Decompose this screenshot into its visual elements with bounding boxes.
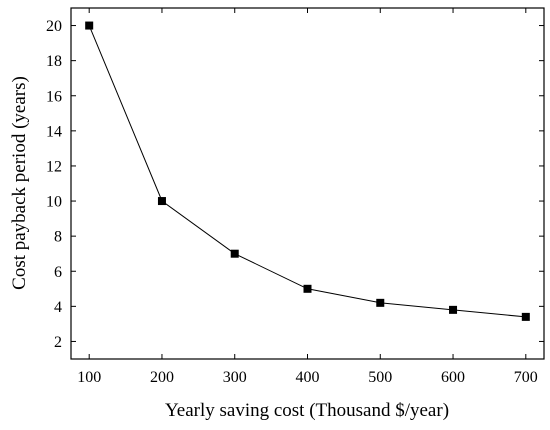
x-tick-label: 100: [77, 369, 101, 386]
x-tick-label: 700: [514, 369, 538, 386]
y-tick-label: 18: [46, 53, 62, 70]
data-point-marker: [157, 197, 166, 206]
x-tick-label: 300: [223, 369, 247, 386]
x-tick-label: 600: [441, 369, 465, 386]
x-tick-label: 500: [368, 369, 392, 386]
y-tick-label: 2: [54, 334, 62, 351]
data-point-marker: [230, 249, 239, 258]
y-tick-label: 4: [54, 299, 62, 316]
x-axis-title: Yearly saving cost (Thousand $/year): [165, 400, 449, 421]
y-tick-label: 10: [46, 194, 62, 211]
y-tick-label: 12: [46, 158, 62, 175]
y-axis-title: Cost payback period (years): [9, 76, 30, 290]
y-tick-label: 6: [54, 264, 62, 281]
x-axis: 100 200 300 400 500 600 700: [77, 8, 538, 386]
y-tick-label: 8: [54, 229, 62, 246]
data-point-marker: [303, 284, 312, 293]
x-tick-label: 400: [296, 369, 320, 386]
series-layer: [85, 21, 530, 321]
y-tick-label: 20: [46, 18, 62, 35]
y-tick-label: 16: [46, 88, 62, 105]
data-point-marker: [85, 21, 94, 30]
data-point-marker: [376, 298, 385, 307]
x-tick-label: 200: [150, 369, 174, 386]
series-line: [88, 25, 526, 318]
data-point-marker: [521, 312, 530, 321]
data-point-marker: [449, 305, 458, 314]
y-axis: 2 4 6 8 10 12 14 16 18 20: [46, 18, 544, 351]
plot-frame: [70, 7, 545, 360]
y-tick-label: 14: [46, 123, 62, 140]
